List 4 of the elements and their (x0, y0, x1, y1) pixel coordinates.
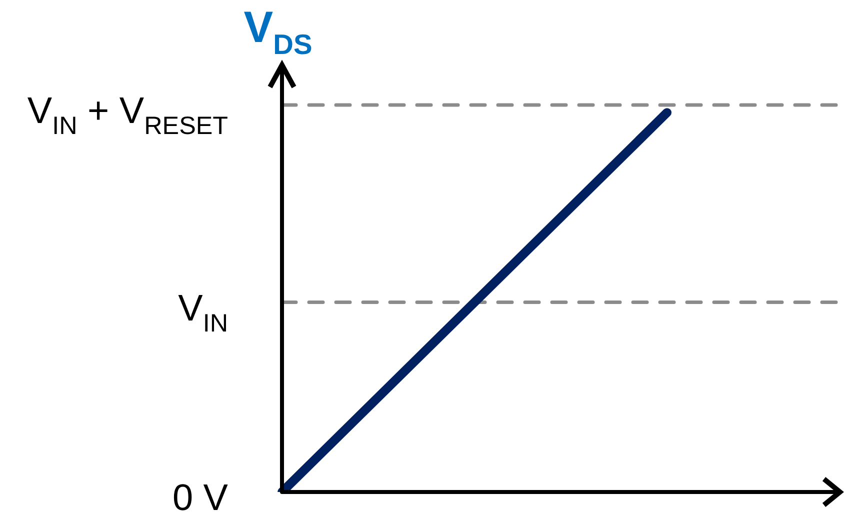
ref-line-label: 0 V (172, 477, 228, 512)
y-axis-title: V$_{DS}$ (244, 3, 312, 60)
ref-line-label: V$_{IN}$ (178, 287, 228, 337)
ref-line-label: V$_{IN}$ + V$_{RESET}$ (27, 90, 228, 140)
